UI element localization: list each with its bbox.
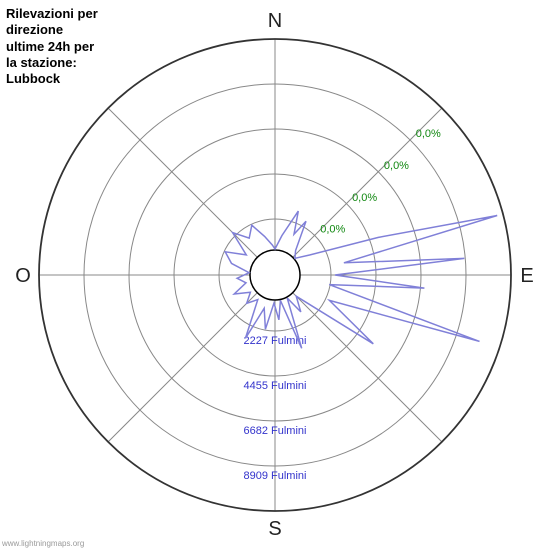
polar-chart: Rilevazioni per direzione ultime 24h per…	[0, 0, 550, 550]
ring-label-percent: 0,0%	[416, 128, 441, 140]
cardinal-s: S	[268, 518, 281, 540]
ring-label-count: 6682 Fulmini	[244, 425, 307, 437]
ring-label-percent: 0,0%	[320, 224, 345, 236]
ring-label-count: 4455 Fulmini	[244, 380, 307, 392]
cardinal-e: E	[520, 265, 533, 287]
cardinal-w: O	[15, 265, 31, 287]
footer-credit: www.lightningmaps.org	[2, 539, 84, 548]
ring-label-percent: 0,0%	[352, 192, 377, 204]
ring-label-count: 8909 Fulmini	[244, 470, 307, 482]
chart-svg: 0,0%2227 Fulmini0,0%4455 Fulmini0,0%6682…	[0, 0, 550, 550]
ring-label-percent: 0,0%	[384, 160, 409, 172]
cardinal-n: N	[268, 10, 282, 32]
